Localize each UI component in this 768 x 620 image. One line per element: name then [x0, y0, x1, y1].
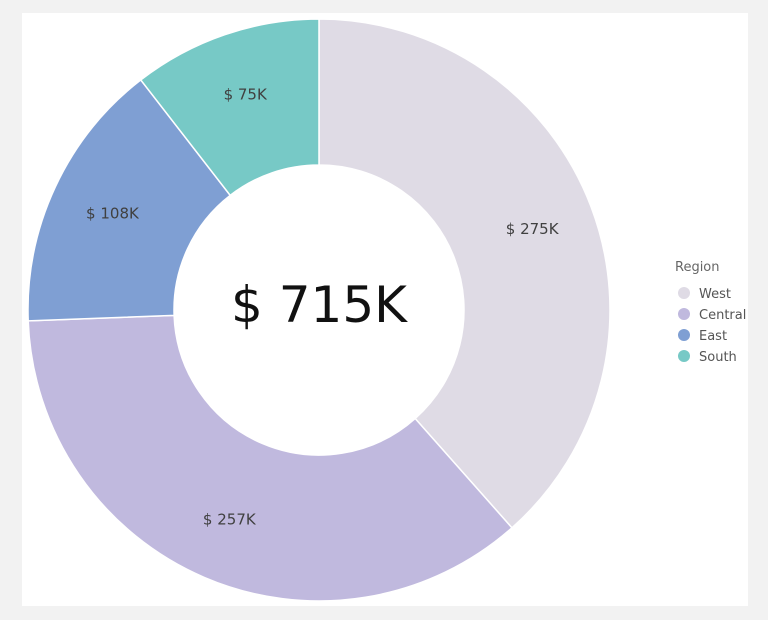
legend-label: East: [699, 329, 727, 344]
data-label-east: $ 108K: [86, 204, 140, 222]
slice-west[interactable]: [318, 18, 611, 529]
legend-item-south[interactable]: South: [678, 350, 737, 365]
legend-swatch: [678, 308, 690, 320]
data-label-west: $ 275K: [506, 220, 560, 238]
legend-item-central[interactable]: Central: [678, 308, 746, 323]
legend-item-west[interactable]: West: [678, 287, 731, 302]
data-label-south: $ 75K: [224, 85, 268, 103]
data-label-central: $ 257K: [203, 511, 257, 529]
slice-central[interactable]: [27, 314, 514, 602]
legend-item-east[interactable]: East: [678, 329, 727, 344]
legend-title: Region: [675, 260, 720, 275]
slice-east[interactable]: [27, 78, 232, 322]
slice-south[interactable]: [139, 18, 320, 197]
legend-swatch: [678, 287, 690, 299]
center-total-label: $ 715K: [231, 276, 408, 334]
legend-label: West: [699, 287, 731, 302]
legend-label: Central: [699, 308, 746, 323]
legend-swatch: [678, 329, 690, 341]
legend-swatch: [678, 350, 690, 362]
legend-label: South: [699, 350, 737, 365]
